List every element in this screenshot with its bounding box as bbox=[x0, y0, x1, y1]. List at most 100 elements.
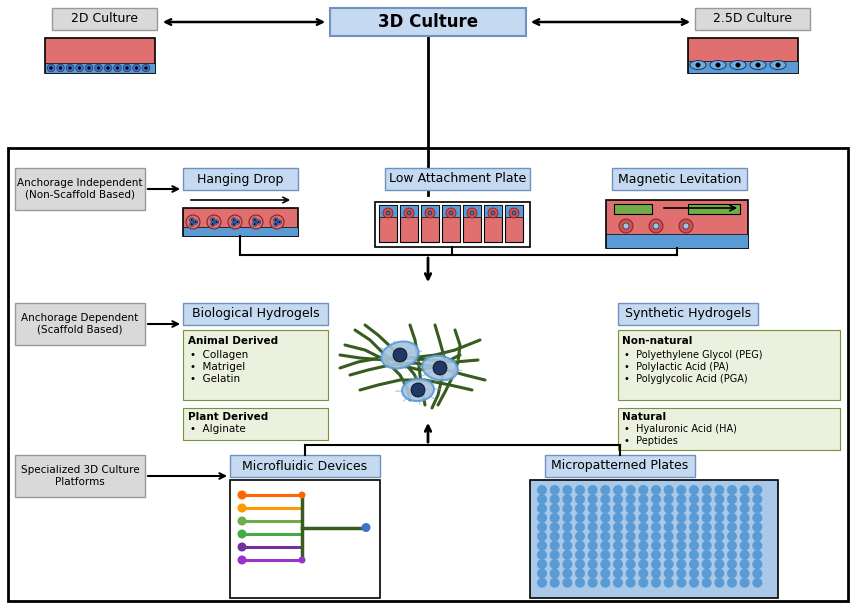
Bar bbox=[15, 455, 145, 497]
Circle shape bbox=[207, 215, 221, 229]
Circle shape bbox=[613, 522, 623, 532]
Circle shape bbox=[299, 557, 306, 563]
Circle shape bbox=[193, 220, 198, 224]
Circle shape bbox=[393, 348, 407, 362]
Circle shape bbox=[253, 217, 257, 222]
Circle shape bbox=[47, 64, 55, 72]
Circle shape bbox=[258, 221, 259, 223]
Circle shape bbox=[702, 485, 711, 495]
Circle shape bbox=[626, 550, 636, 560]
Circle shape bbox=[116, 66, 119, 69]
Circle shape bbox=[727, 495, 737, 504]
Bar bbox=[8, 148, 848, 601]
Circle shape bbox=[191, 219, 193, 220]
Ellipse shape bbox=[381, 342, 419, 368]
Circle shape bbox=[639, 495, 648, 504]
Bar bbox=[15, 168, 145, 210]
Circle shape bbox=[639, 559, 648, 569]
Circle shape bbox=[740, 504, 750, 513]
Circle shape bbox=[107, 66, 110, 69]
Circle shape bbox=[752, 513, 763, 523]
Circle shape bbox=[588, 495, 597, 504]
Circle shape bbox=[600, 504, 610, 513]
Text: •  Hyaluronic Acid (HA): • Hyaluronic Acid (HA) bbox=[624, 424, 737, 434]
Circle shape bbox=[689, 495, 699, 504]
Bar bbox=[379, 205, 397, 217]
Circle shape bbox=[274, 222, 278, 227]
Circle shape bbox=[689, 532, 699, 541]
Circle shape bbox=[361, 523, 371, 532]
Circle shape bbox=[651, 495, 661, 504]
Circle shape bbox=[114, 64, 122, 72]
Circle shape bbox=[676, 532, 687, 541]
Circle shape bbox=[279, 221, 280, 223]
Ellipse shape bbox=[750, 60, 766, 69]
Circle shape bbox=[715, 495, 724, 504]
Circle shape bbox=[550, 568, 560, 579]
Circle shape bbox=[702, 550, 711, 560]
Circle shape bbox=[123, 64, 131, 72]
Circle shape bbox=[588, 485, 597, 495]
Circle shape bbox=[575, 504, 585, 513]
Circle shape bbox=[702, 532, 711, 541]
Circle shape bbox=[626, 578, 636, 588]
Circle shape bbox=[512, 211, 516, 215]
Circle shape bbox=[135, 66, 138, 69]
Text: •  Alginate: • Alginate bbox=[190, 424, 246, 434]
Circle shape bbox=[663, 541, 674, 551]
Circle shape bbox=[740, 522, 750, 532]
Circle shape bbox=[588, 559, 597, 569]
Circle shape bbox=[702, 541, 711, 551]
Circle shape bbox=[550, 578, 560, 588]
Circle shape bbox=[575, 541, 585, 551]
Circle shape bbox=[639, 550, 648, 560]
Circle shape bbox=[651, 522, 661, 532]
Text: 2D Culture: 2D Culture bbox=[71, 13, 138, 26]
Circle shape bbox=[254, 224, 256, 225]
Circle shape bbox=[97, 66, 100, 69]
Text: Natural: Natural bbox=[622, 412, 666, 422]
Circle shape bbox=[277, 220, 282, 224]
Circle shape bbox=[562, 522, 573, 532]
Ellipse shape bbox=[770, 60, 786, 69]
Circle shape bbox=[663, 532, 674, 541]
Circle shape bbox=[145, 66, 147, 69]
Circle shape bbox=[752, 495, 763, 504]
Circle shape bbox=[237, 221, 238, 223]
Circle shape bbox=[676, 513, 687, 523]
Circle shape bbox=[727, 559, 737, 569]
Circle shape bbox=[740, 578, 750, 588]
Circle shape bbox=[275, 219, 276, 220]
Circle shape bbox=[189, 217, 194, 222]
Circle shape bbox=[752, 578, 763, 588]
Circle shape bbox=[676, 550, 687, 560]
Circle shape bbox=[715, 513, 724, 523]
Circle shape bbox=[383, 208, 393, 218]
Circle shape bbox=[727, 485, 737, 495]
Circle shape bbox=[550, 504, 560, 513]
Circle shape bbox=[651, 504, 661, 513]
Circle shape bbox=[727, 522, 737, 532]
Circle shape bbox=[736, 63, 740, 67]
Bar bbox=[505, 205, 523, 242]
Circle shape bbox=[613, 578, 623, 588]
Circle shape bbox=[740, 513, 750, 523]
Circle shape bbox=[233, 224, 235, 225]
Text: Anchorage Independent
(Non-Scaffold Based): Anchorage Independent (Non-Scaffold Base… bbox=[17, 178, 143, 200]
Circle shape bbox=[663, 559, 674, 569]
Circle shape bbox=[651, 541, 661, 551]
Circle shape bbox=[676, 504, 687, 513]
Circle shape bbox=[702, 513, 711, 523]
Circle shape bbox=[715, 504, 724, 513]
Circle shape bbox=[727, 504, 737, 513]
Circle shape bbox=[212, 219, 213, 220]
Circle shape bbox=[651, 513, 661, 523]
Circle shape bbox=[142, 64, 150, 72]
Circle shape bbox=[752, 522, 763, 532]
Circle shape bbox=[235, 220, 240, 224]
Circle shape bbox=[651, 578, 661, 588]
Bar bbox=[400, 205, 418, 242]
Circle shape bbox=[233, 219, 235, 220]
Circle shape bbox=[575, 550, 585, 560]
Text: Low Attachment Plate: Low Attachment Plate bbox=[389, 172, 526, 186]
